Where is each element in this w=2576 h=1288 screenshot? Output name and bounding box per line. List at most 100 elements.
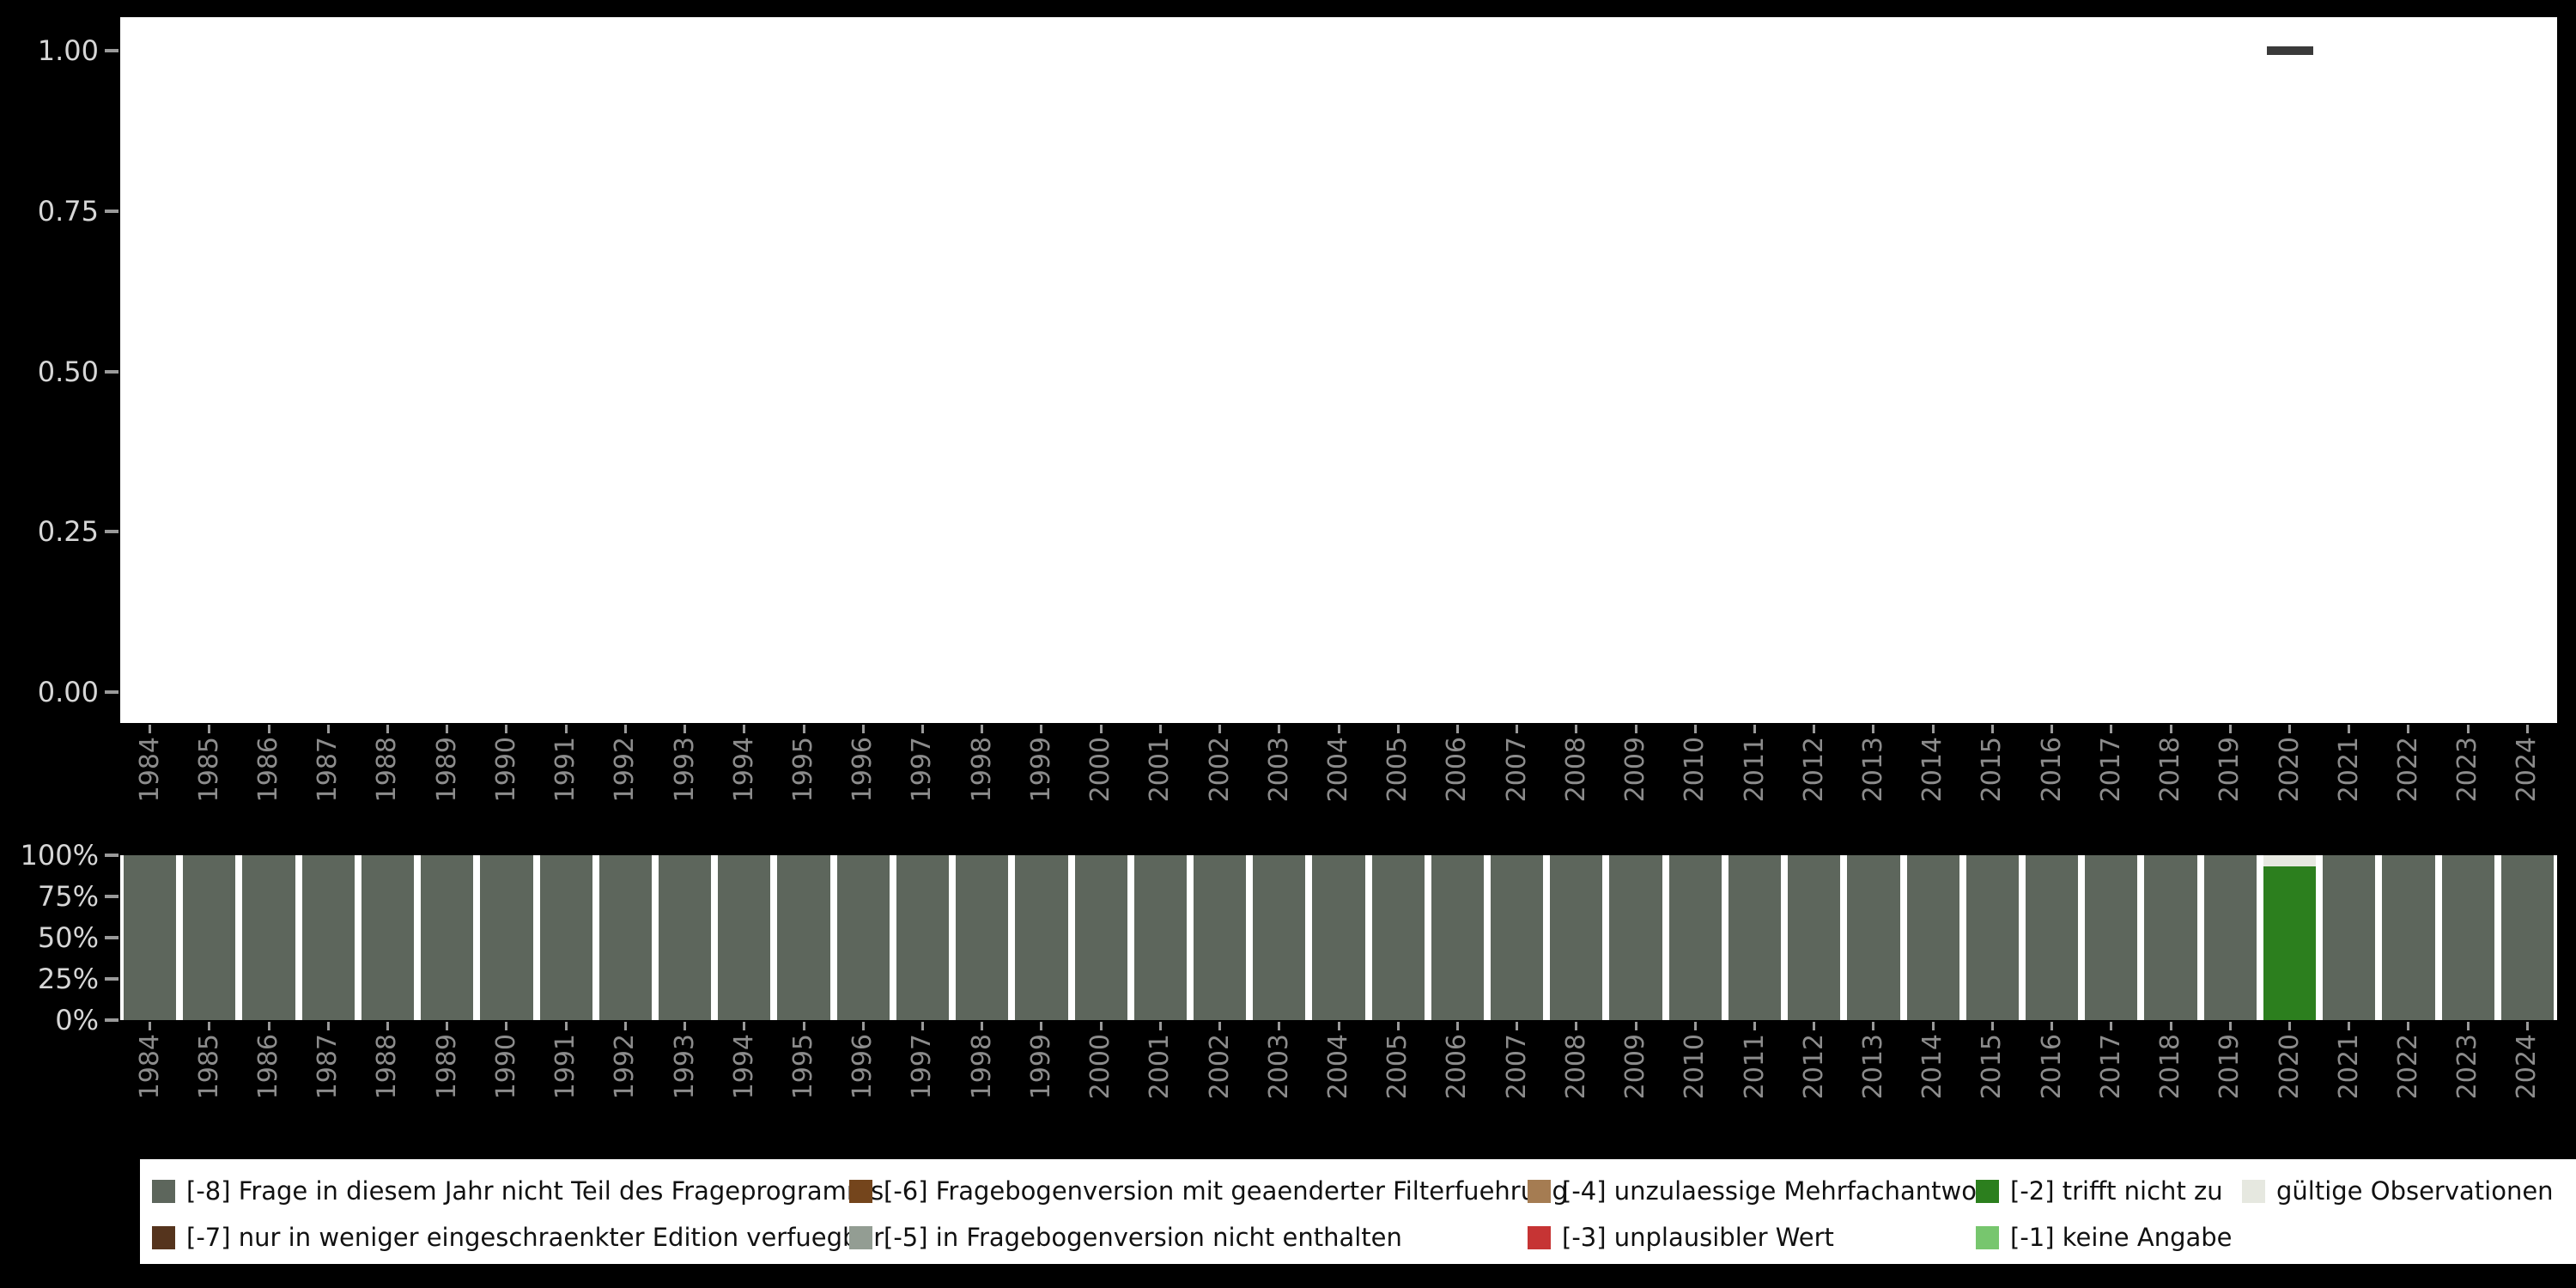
stacked-bar-2008 — [1550, 855, 1603, 1020]
top-y-axis-tick — [105, 530, 118, 534]
legend-swatch-valid — [2242, 1179, 2265, 1203]
top-plot-area — [120, 17, 2557, 723]
bottom-x-axis-year-label: 2015 — [1977, 1034, 2008, 1100]
stacked-bar-2013 — [1847, 855, 1900, 1020]
bottom-x-axis-tick — [1516, 1022, 1519, 1030]
bottom-x-axis-tick — [683, 1022, 687, 1030]
bottom-x-axis-year-label: 2008 — [1560, 1034, 1591, 1100]
bottom-x-axis-tick — [2525, 1022, 2529, 1030]
stacked-bar-1999 — [1015, 855, 1068, 1020]
top-x-axis-year-label: 1985 — [193, 737, 224, 803]
top-x-axis-year-label: 1997 — [907, 737, 938, 803]
bar-segment--8 — [2203, 855, 2257, 1020]
top-x-axis-year-label: 2002 — [1204, 737, 1235, 803]
bottom-x-axis-year-label: 1996 — [848, 1034, 878, 1100]
top-x-axis-tick — [1693, 725, 1697, 733]
top-x-axis-tick — [2407, 725, 2410, 733]
bottom-x-axis-year-label: 2006 — [1442, 1034, 1473, 1100]
stacked-bar-1997 — [896, 855, 950, 1020]
stacked-bar-1990 — [480, 855, 533, 1020]
bar-segment--8 — [539, 855, 592, 1020]
top-x-axis-tick — [1158, 725, 1162, 733]
legend-label--8: [-8] Frage in diesem Jahr nicht Teil des… — [186, 1176, 884, 1206]
bottom-x-axis-year-label: 2022 — [2392, 1034, 2423, 1100]
bottom-x-axis-year-label: 1984 — [134, 1034, 165, 1100]
legend-swatch--4 — [1528, 1179, 1551, 1203]
bottom-x-axis-year-label: 2010 — [1680, 1034, 1710, 1100]
bottom-x-axis-tick — [564, 1022, 568, 1030]
top-x-axis-year-label: 2000 — [1085, 737, 1116, 803]
bar-segment--8 — [1788, 855, 1841, 1020]
bottom-y-axis-tick — [105, 854, 118, 857]
top-x-axis-tick — [1278, 725, 1281, 733]
top-x-axis-year-label: 2009 — [1620, 737, 1651, 803]
bottom-x-axis-tick — [149, 1022, 152, 1030]
bottom-x-axis-year-label: 2001 — [1145, 1034, 1176, 1100]
bottom-x-axis-tick — [802, 1022, 805, 1030]
top-x-axis-year-label: 1993 — [669, 737, 700, 803]
stacked-bar-1985 — [183, 855, 236, 1020]
legend-swatch--2 — [1976, 1179, 1999, 1203]
bottom-x-axis-year-label: 1995 — [788, 1034, 819, 1100]
bottom-x-axis-tick — [2348, 1022, 2351, 1030]
bottom-x-axis-year-label: 2011 — [1739, 1034, 1770, 1100]
top-x-axis-year-label: 1986 — [253, 737, 284, 803]
top-x-axis-year-label: 2021 — [2333, 737, 2364, 803]
bottom-x-axis-year-label: 1990 — [490, 1034, 521, 1100]
stacked-bar-2004 — [1312, 855, 1365, 1020]
bottom-x-axis-year-label: 2016 — [2036, 1034, 2067, 1100]
top-x-axis-year-label: 2007 — [1501, 737, 1532, 803]
bottom-x-axis-year-label: 2000 — [1085, 1034, 1116, 1100]
bottom-y-axis-tick — [105, 1018, 118, 1022]
stacked-bar-2018 — [2144, 855, 2197, 1020]
stacked-bar-1986 — [242, 855, 295, 1020]
top-y-axis-label: 0.75 — [37, 194, 99, 228]
bottom-x-axis-year-label: 2021 — [2333, 1034, 2364, 1100]
stacked-bar-2011 — [1728, 855, 1782, 1020]
bottom-x-axis-tick — [267, 1022, 270, 1030]
bar-segment--8 — [1668, 855, 1722, 1020]
top-x-axis-tick — [564, 725, 568, 733]
top-x-axis-tick — [1872, 725, 1875, 733]
stacked-bar-2020 — [2263, 855, 2317, 1020]
bottom-x-axis-tick — [1575, 1022, 1578, 1030]
top-x-axis-year-label: 2015 — [1977, 737, 2008, 803]
bottom-x-axis-year-label: 1985 — [193, 1034, 224, 1100]
bottom-x-axis-tick — [2407, 1022, 2410, 1030]
top-x-axis-year-label: 2003 — [1263, 737, 1294, 803]
top-x-axis-tick — [149, 725, 152, 733]
legend-label--3: [-3] unplausibler Wert — [1562, 1223, 1834, 1252]
bar-segment--8 — [836, 855, 890, 1020]
bar-segment--8 — [2144, 855, 2197, 1020]
legend: [-8] Frage in diesem Jahr nicht Teil des… — [140, 1159, 2576, 1264]
top-x-axis-tick — [802, 725, 805, 733]
bar-segment--8 — [1193, 855, 1247, 1020]
bottom-y-axis-label: 0% — [55, 1004, 99, 1036]
bar-segment--8 — [777, 855, 830, 1020]
stacked-bar-2015 — [1965, 855, 2020, 1020]
top-x-axis-tick — [683, 725, 687, 733]
bar-segment--8 — [1371, 855, 1425, 1020]
top-x-axis-year-label: 1992 — [610, 737, 641, 803]
top-y-axis-tick — [105, 49, 118, 52]
legend-item--4: [-4] unzulaessige Mehrfachantwort — [1528, 1178, 1996, 1204]
top-x-axis-tick — [1575, 725, 1578, 733]
stacked-bar-1989 — [421, 855, 474, 1020]
stacked-bar-2000 — [1074, 855, 1127, 1020]
legend-swatch--7 — [152, 1225, 175, 1249]
top-x-axis-tick — [1455, 725, 1459, 733]
stacked-bar-2002 — [1193, 855, 1247, 1020]
bar-segment--8 — [480, 855, 533, 1020]
top-x-axis-year-label: 2011 — [1739, 737, 1770, 803]
data-point-2020 — [2266, 46, 2313, 55]
top-x-axis-year-label: 2010 — [1680, 737, 1710, 803]
top-x-axis-tick — [743, 725, 746, 733]
bar-segment--8 — [1728, 855, 1782, 1020]
top-x-axis-year-label: 1989 — [431, 737, 462, 803]
top-y-axis-tick — [105, 690, 118, 694]
bottom-x-axis-tick — [1040, 1022, 1043, 1030]
top-y-axis-label: 1.00 — [37, 34, 99, 67]
bar-segment--8 — [2085, 855, 2138, 1020]
legend-item--6: [-6] Fragebogenversion mit geaenderter F… — [849, 1178, 1568, 1204]
legend-swatch--5 — [849, 1225, 872, 1249]
